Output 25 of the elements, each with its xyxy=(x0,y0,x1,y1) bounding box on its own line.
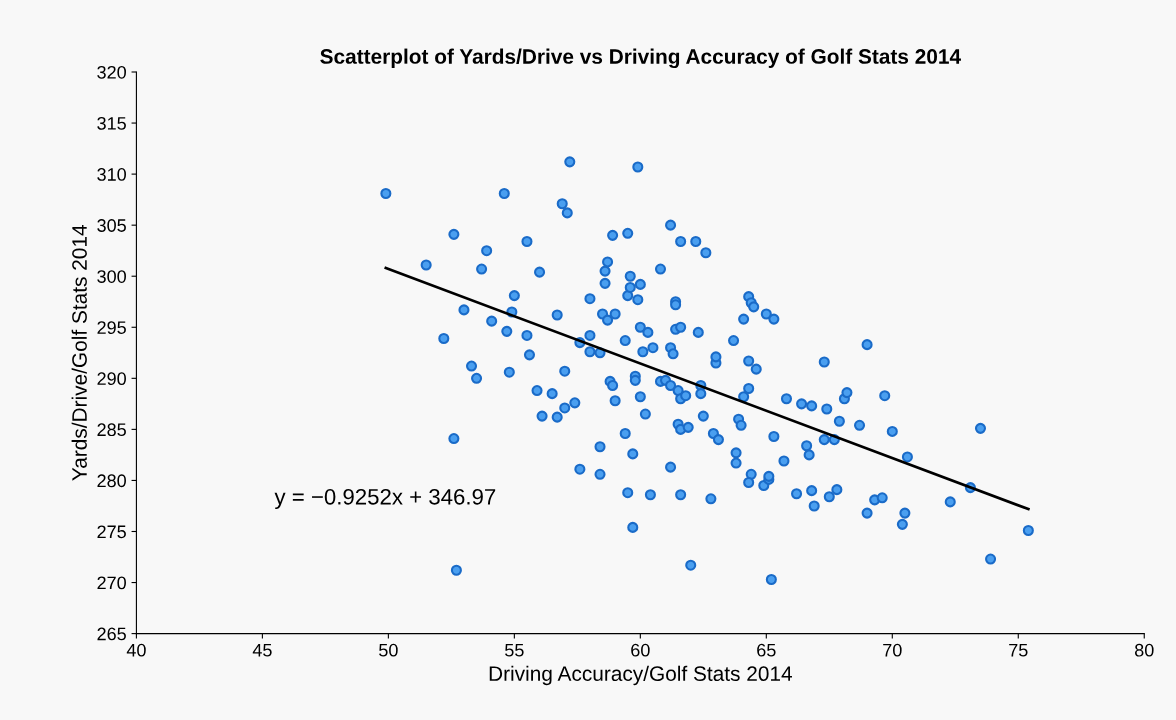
x-tick-label: 50 xyxy=(379,643,398,657)
y-tick-label: 305 xyxy=(97,219,126,232)
x-tick-label: 60 xyxy=(631,643,650,657)
x-tick-label: 55 xyxy=(505,643,524,657)
x-tick-label: 40 xyxy=(126,643,146,657)
x-tick-label: 65 xyxy=(757,643,776,657)
x-tick-label: 70 xyxy=(883,643,902,657)
chart-title: Scatterplot of Yards/Drive vs Driving Accuracy of Golf Stats 2014 xyxy=(320,48,961,69)
x-axis-title: Driving Accuracy/Golf Stats 2014 xyxy=(489,665,792,686)
y-tick-label: 295 xyxy=(97,321,126,334)
y-tick-label: 275 xyxy=(97,525,126,539)
y-axis-title: Yards/Drive/Golf Stats 2014 xyxy=(71,225,87,481)
x-tick-label: 45 xyxy=(252,643,272,657)
y-tick-label: 310 xyxy=(97,168,126,181)
x-tick-label: 75 xyxy=(1009,643,1028,657)
y-tick-label: 320 xyxy=(97,65,126,79)
y-tick-label: 280 xyxy=(97,474,126,488)
y-tick-label: 265 xyxy=(97,627,126,641)
y-tick-label: 290 xyxy=(97,372,126,386)
x-tick-label: 80 xyxy=(1134,643,1154,657)
y-tick-label: 300 xyxy=(97,270,126,283)
annotation: y = −0.9252x + 346.97 xyxy=(274,488,496,510)
y-tick-label: 315 xyxy=(97,116,126,130)
y-tick-label: 285 xyxy=(97,423,126,437)
y-tick-label: 270 xyxy=(97,576,126,590)
